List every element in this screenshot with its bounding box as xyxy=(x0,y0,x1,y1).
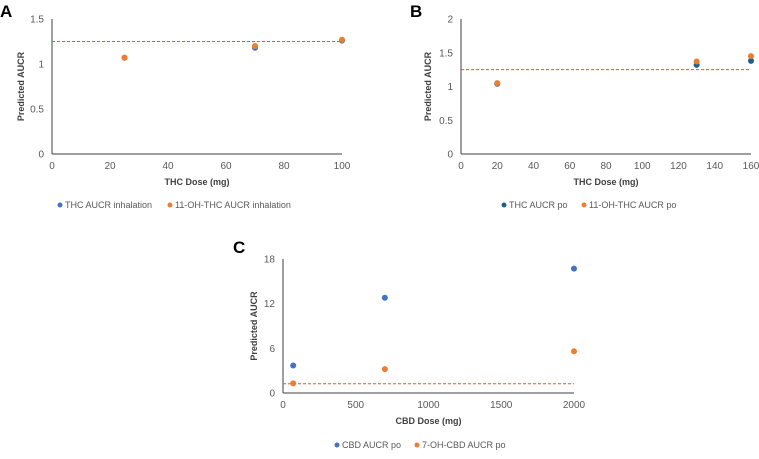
y-tick-label: 1.5 xyxy=(30,15,44,26)
legend-marker xyxy=(581,202,587,208)
x-tick-label: 0 xyxy=(458,161,464,172)
x-tick-label: 1500 xyxy=(490,400,513,411)
legend-entry: THC AUCR inhalation xyxy=(65,200,152,210)
x-tick-label: 100 xyxy=(334,161,351,172)
data-point-1 xyxy=(381,294,388,301)
x-tick-label: 0 xyxy=(49,161,55,172)
data-point-1 xyxy=(290,362,297,369)
y-tick-label: 2 xyxy=(447,15,453,26)
data-point-2 xyxy=(252,43,258,49)
x-tick-label: 40 xyxy=(528,161,540,172)
x-tick-label: 140 xyxy=(706,161,723,172)
legend-entry: 11-OH-THC AUCR inhalation xyxy=(175,200,291,210)
x-axis-label: CBD Dose (mg) xyxy=(395,416,461,426)
legend-marker xyxy=(334,442,340,448)
legend-marker xyxy=(167,202,173,208)
legend-entry: 7-OH-CBD AUCR po xyxy=(422,440,506,450)
x-axis-label: THC Dose (mg) xyxy=(574,177,639,187)
x-tick-label: 2000 xyxy=(563,400,586,411)
x-tick-label: 20 xyxy=(492,161,504,172)
x-axis-label: THC Dose (mg) xyxy=(165,177,230,187)
y-tick-label: 0 xyxy=(269,389,275,400)
panel-label: B xyxy=(410,2,422,21)
data-point-2 xyxy=(571,348,577,355)
legend-marker xyxy=(57,202,63,208)
data-point-2 xyxy=(381,366,388,373)
y-axis-label: Predicted AUCR xyxy=(16,51,26,121)
chart-panel-a: A 0 0.5 1 1.5 0 20 40 60 80 100 THC Dose (mg) Predic… xyxy=(0,2,351,210)
data-point-1 xyxy=(748,57,754,64)
x-tick-label: 40 xyxy=(162,161,174,172)
x-tick-label: 60 xyxy=(564,161,576,172)
data-point-2 xyxy=(494,80,501,87)
y-tick-label: 12 xyxy=(264,299,276,310)
data-point-2 xyxy=(693,58,700,65)
panel-label: A xyxy=(0,2,12,21)
y-axis-label: Predicted AUCR xyxy=(423,51,433,121)
data-point-2 xyxy=(121,54,128,61)
x-tick-label: 100 xyxy=(634,161,651,172)
data-point-2 xyxy=(290,380,297,387)
y-tick-label: 0.5 xyxy=(439,116,453,127)
legend-marker xyxy=(414,442,420,448)
y-tick-label: 0 xyxy=(38,150,44,161)
y-tick-label: 18 xyxy=(264,255,276,266)
x-tick-label: 120 xyxy=(670,161,687,172)
data-point-2 xyxy=(339,36,345,43)
y-tick-label: 1 xyxy=(447,82,453,93)
y-tick-label: 1.5 xyxy=(439,48,453,59)
x-tick-label: 60 xyxy=(220,161,232,172)
x-tick-label: 80 xyxy=(600,161,612,172)
x-tick-label: 500 xyxy=(347,400,364,411)
y-tick-label: 0.5 xyxy=(30,105,44,116)
data-point-2 xyxy=(748,53,754,60)
y-tick-label: 1 xyxy=(38,60,44,71)
legend-entry: THC AUCR po xyxy=(509,200,568,210)
y-tick-label: 6 xyxy=(269,344,275,355)
x-tick-label: 160 xyxy=(743,161,759,172)
y-axis-label: Predicted AUCR xyxy=(249,291,259,361)
y-tick-label: 0 xyxy=(447,150,453,161)
chart-panel-c: C 0 6 12 18 0 500 1000 1500 2000 CBD Dose (mg) Pred… xyxy=(233,238,586,450)
data-point-1 xyxy=(571,265,577,272)
panel-label: C xyxy=(233,238,245,257)
legend-marker xyxy=(501,202,507,208)
x-tick-label: 20 xyxy=(104,161,116,172)
x-tick-label: 80 xyxy=(278,161,290,172)
x-tick-label: 0 xyxy=(280,400,286,411)
x-tick-label: 1000 xyxy=(417,400,440,411)
legend-entry: 11-OH-THC AUCR po xyxy=(589,200,676,210)
legend-entry: CBD AUCR po xyxy=(342,440,401,450)
